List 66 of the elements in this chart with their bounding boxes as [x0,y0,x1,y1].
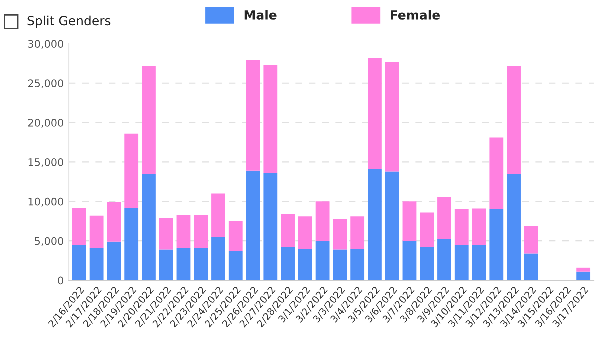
y-tick-label: 15,000 [28,158,64,168]
bar [228,221,243,252]
bar [507,66,521,174]
bar [124,208,139,281]
bar [72,245,86,281]
bar [176,248,191,281]
bar [264,173,278,281]
bar [333,250,348,281]
bar [212,194,226,238]
bar [298,216,312,249]
bar [107,202,122,242]
bar [298,248,312,281]
bar [385,62,400,172]
bar [228,251,243,281]
bar [576,268,591,272]
bar [194,248,208,281]
bar [350,216,365,249]
bar [124,134,139,208]
bar [472,245,486,281]
bar [472,208,486,246]
bar [490,210,504,281]
bar [368,169,382,281]
bar [507,174,521,281]
y-tick-label: 30,000 [28,40,64,50]
bar [402,202,417,242]
bar [72,208,86,246]
bar [90,248,104,281]
bar [438,240,452,281]
y-tick-label: 20,000 [28,119,64,128]
bar [438,196,452,240]
bar [142,174,156,281]
bar [107,242,122,281]
bar [194,215,208,248]
text: Split Genders [28,16,111,28]
bar [281,214,295,248]
bar [420,212,434,248]
bar [454,210,469,246]
bar [490,138,504,210]
bar [454,245,469,281]
bar [142,66,156,174]
bar [402,241,417,281]
bar [176,215,191,248]
bar [246,170,260,281]
bar [246,60,260,171]
bar [264,65,278,174]
y-tick-label: 0 [58,276,64,285]
bar [350,248,365,281]
legend-label: Male [244,10,277,20]
y-tick-label: 10,000 [28,198,64,207]
bar [281,247,295,281]
bar [333,219,348,250]
y-tick-label: 25,000 [28,80,64,89]
bar [524,226,538,254]
bar [524,254,538,281]
bar [420,247,434,281]
bar [316,202,330,242]
bar [576,272,591,281]
bar [159,218,174,250]
bar [316,241,330,281]
bar [368,58,382,170]
y-tick-label: 5,000 [35,237,64,246]
bar [159,250,174,281]
bar [90,216,104,248]
bar [212,237,226,281]
bar [385,172,400,281]
legend-label: Female [391,10,440,20]
